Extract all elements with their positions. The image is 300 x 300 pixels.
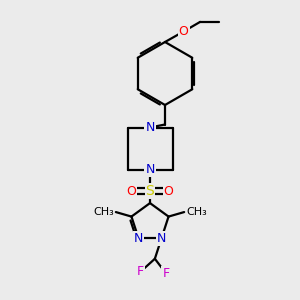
- Text: F: F: [162, 267, 169, 280]
- Text: N: N: [145, 121, 155, 134]
- Text: CH₃: CH₃: [93, 207, 114, 217]
- Text: N: N: [157, 232, 166, 245]
- Text: N: N: [145, 163, 155, 176]
- Text: O: O: [164, 184, 173, 198]
- Text: N: N: [134, 232, 143, 245]
- Text: F: F: [137, 265, 144, 278]
- Text: O: O: [127, 184, 136, 198]
- Text: O: O: [179, 25, 188, 38]
- Text: S: S: [146, 184, 154, 198]
- Text: CH₃: CH₃: [186, 207, 207, 217]
